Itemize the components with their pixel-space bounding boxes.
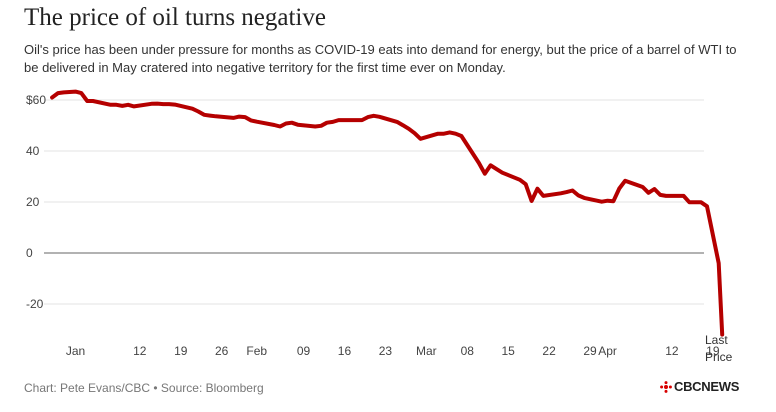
y-tick-label: -20 [26,297,44,311]
x-tick-label: 29 [583,344,597,358]
x-tick-label: Mar [416,344,437,358]
x-tick-label: Jan [66,344,85,358]
x-tick-label: Apr [598,344,617,358]
y-tick-label: 0 [26,246,33,260]
y-tick-label: 40 [26,144,40,158]
y-tick-label: $60 [26,93,46,107]
x-tick-label: 09 [297,344,311,358]
chart-title: The price of oil turns negative [24,4,326,31]
x-tick-label: 26 [215,344,229,358]
chart-credit: Chart: Pete Evans/CBC • Source: Bloomber… [24,381,264,395]
x-tick-label: 12 [665,344,679,358]
cbc-news-logo: CBCNEWS [660,379,739,394]
x-tick-label: 23 [379,344,393,358]
series-line-wti [50,89,725,337]
x-tick-label: 19 [174,344,188,358]
x-tick-label: 22 [542,344,556,358]
x-tick-label: 15 [501,344,515,358]
last-price-annotation-line2: Price [705,350,733,364]
x-axis-ticks: Jan 12 19 26 Feb 09 16 23 Mar 08 15 22 29 Apr 12 19 [66,344,720,358]
x-tick-label: Feb [246,344,267,358]
x-tick-label: 08 [461,344,475,358]
logo-text: CBCNEWS [674,379,740,394]
y-axis-ticks: $60 40 20 0 -20 [26,93,46,311]
x-tick-label: 16 [338,344,352,358]
cbc-gem-icon [660,380,672,393]
last-price-annotation-line1: Last [705,333,728,347]
chart-subtitle: Oil's price has been under pressure for … [24,42,737,75]
x-tick-label: 19 [706,344,720,358]
x-tick-label: 12 [133,344,147,358]
y-tick-label: 20 [26,195,40,209]
